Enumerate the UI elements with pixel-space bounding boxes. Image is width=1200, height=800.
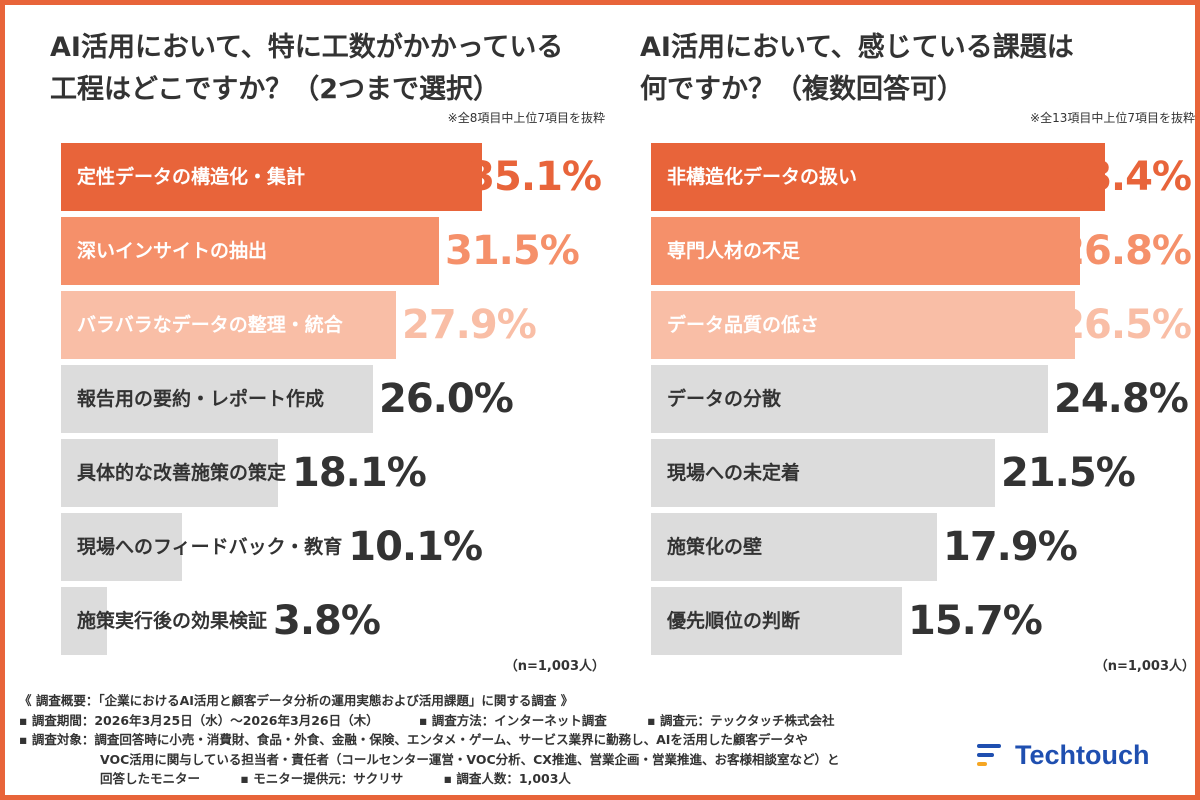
bar-category-label: 現場へのフィードバック・教育 bbox=[77, 536, 343, 558]
bar-category-label: 施策化の壁 bbox=[667, 536, 763, 558]
bar bbox=[651, 587, 902, 655]
bar-row: データ品質の低さ 26.5% bbox=[651, 291, 1192, 359]
bar bbox=[61, 217, 439, 285]
bar-value-label: 26.0% bbox=[379, 376, 514, 422]
bar-row: 定性データの構造化・集計 35.1% bbox=[61, 143, 602, 211]
bar-row: 現場への未定着 21.5% bbox=[651, 439, 1191, 507]
bar-row: 専門人材の不足 26.8% bbox=[651, 217, 1192, 285]
bar-row: データの分散 24.8% bbox=[651, 365, 1191, 433]
techtouch-logo-text: Techtouch bbox=[1015, 739, 1150, 770]
bar bbox=[651, 439, 995, 507]
bar bbox=[61, 513, 182, 581]
bar-category-label: 専門人材の不足 bbox=[667, 240, 801, 262]
bar-value-label: 26.5% bbox=[1057, 302, 1192, 348]
bar bbox=[651, 365, 1048, 433]
bar bbox=[651, 217, 1080, 285]
right-title-line-2: 何ですか？（複数回答可） bbox=[640, 74, 964, 105]
bar-value-label: 18.1% bbox=[292, 450, 427, 496]
bar bbox=[651, 513, 937, 581]
survey-target-line-2: VOC活用に関与している担当者・責任者（コールセンター運営・VOC分析、CX推進… bbox=[100, 751, 840, 767]
survey-summary: 《 調査概要：「企業におけるAI活用と顧客データ分析の運用実態および活用課題」に… bbox=[19, 693, 574, 708]
survey-source: ▪ 調査元：テックタッチ株式会社 bbox=[647, 712, 835, 728]
bar-value-label: 3.8% bbox=[273, 598, 381, 644]
bar bbox=[61, 291, 396, 359]
right-title-line-1: AI活用において、感じている課題は bbox=[640, 32, 1074, 63]
survey-target-line-1: ▪ 調査対象：調査回答時に小売・消費財、食品・外食、金融・保険、エンタメ・ゲーム… bbox=[19, 732, 808, 747]
bar-value-label: 27.9% bbox=[402, 302, 537, 348]
bar-row: 報告用の要約・レポート作成 26.0% bbox=[61, 365, 601, 433]
bar bbox=[61, 439, 278, 507]
bar-category-label: 深いインサイトの抽出 bbox=[77, 240, 268, 262]
left-title-line-2: 工程はどこですか？（2つまで選択） bbox=[50, 74, 500, 105]
bar-row: 具体的な改善施策の策定 18.1% bbox=[61, 439, 601, 507]
right-chart-note: ※全13項目中上位7項目を抜粋 bbox=[1030, 111, 1195, 125]
bar-category-label: 施策実行後の効果検証 bbox=[77, 610, 268, 632]
bar bbox=[61, 143, 482, 211]
right-sample-size: （n=1,003人） bbox=[1094, 659, 1195, 674]
left-bar-chart: 定性データの構造化・集計 35.1% 深いインサイトの抽出 31.5% バラバラなデータ… bbox=[61, 143, 602, 663]
bar bbox=[651, 291, 1075, 359]
bar-category-label: 定性データの構造化・集計 bbox=[77, 166, 306, 188]
bar-value-label: 31.5% bbox=[445, 228, 580, 274]
survey-meta-row: ▪ 調査期間：2026年3月25日（水）〜2026年3月26日（木） ▪ 調査方… bbox=[19, 711, 959, 731]
bar-category-label: 非構造化データの扱い bbox=[667, 166, 858, 188]
bar bbox=[61, 587, 107, 655]
left-title-line-1: AI活用において、特に工数がかかっている bbox=[50, 32, 564, 63]
left-sample-size: （n=1,003人） bbox=[504, 659, 605, 674]
bar-value-label: 15.7% bbox=[908, 598, 1043, 644]
bar-category-label: 具体的な改善施策の策定 bbox=[77, 462, 287, 484]
bar-row: 施策実行後の効果検証 3.8% bbox=[61, 587, 601, 655]
survey-provider: ▪ モニター提供元：サクリサ bbox=[240, 771, 404, 786]
right-chart-panel: AI活用において、感じている課題は 何ですか？（複数回答可） ※全13項目中上位… bbox=[635, 5, 1195, 685]
bar-category-label: 優先順位の判断 bbox=[667, 610, 801, 632]
left-chart-panel: AI活用において、特に工数がかかっている 工程はどこですか？（2つまで選択） ※… bbox=[45, 5, 605, 685]
bar-value-label: 28.4% bbox=[1057, 154, 1192, 200]
bar-category-label: 報告用の要約・レポート作成 bbox=[77, 388, 325, 410]
bar bbox=[651, 143, 1105, 211]
techtouch-logo-icon bbox=[977, 744, 1001, 766]
bar-category-label: バラバラなデータの整理・統合 bbox=[77, 314, 343, 336]
bar-value-label: 24.8% bbox=[1054, 376, 1189, 422]
survey-overview: 《 調査概要：「企業におけるAI活用と顧客データ分析の運用実態および活用課題」に… bbox=[19, 691, 959, 789]
bar-row: 非構造化データの扱い 28.4% bbox=[651, 143, 1192, 211]
survey-target-line-3: 回答したモニター bbox=[100, 771, 201, 786]
bar-value-label: 17.9% bbox=[943, 524, 1078, 570]
bar-row: 現場へのフィードバック・教育 10.1% bbox=[61, 513, 601, 581]
bar-row: 施策化の壁 17.9% bbox=[651, 513, 1191, 581]
survey-method: ▪ 調査方法：インターネット調査 bbox=[418, 712, 607, 728]
left-chart-title: AI活用において、特に工数がかかっている 工程はどこですか？（2つまで選択） bbox=[50, 27, 600, 111]
survey-period: ▪ 調査期間：2026年3月25日（水）〜2026年3月26日（木） bbox=[19, 712, 379, 728]
right-bar-chart: 非構造化データの扱い 28.4% 専門人材の不足 26.8% データ品質の低さ 26.5%… bbox=[651, 143, 1192, 663]
bar-category-label: データ品質の低さ bbox=[667, 314, 820, 336]
left-chart-note: ※全8項目中上位7項目を抜粋 bbox=[447, 111, 605, 125]
bar-category-label: 現場への未定着 bbox=[667, 462, 801, 484]
bar-row: 優先順位の判断 15.7% bbox=[651, 587, 1191, 655]
right-chart-title: AI活用において、感じている課題は 何ですか？（複数回答可） bbox=[640, 27, 1190, 111]
bar-value-label: 35.1% bbox=[467, 154, 602, 200]
techtouch-logo: Techtouch bbox=[977, 735, 1150, 775]
bar-row: バラバラなデータの整理・統合 27.9% bbox=[61, 291, 601, 359]
survey-target-line-3-row: 回答したモニター ▪ モニター提供元：サクリサ ▪ 調査人数：1,003人 bbox=[19, 769, 959, 789]
bar-category-label: データの分散 bbox=[667, 388, 782, 410]
bar-value-label: 21.5% bbox=[1001, 450, 1136, 496]
bar-value-label: 10.1% bbox=[348, 524, 483, 570]
bar-value-label: 26.8% bbox=[1057, 228, 1192, 274]
bar bbox=[61, 365, 373, 433]
survey-count: ▪ 調査人数：1,003人 bbox=[443, 771, 571, 786]
bar-row: 深いインサイトの抽出 31.5% bbox=[61, 217, 601, 285]
